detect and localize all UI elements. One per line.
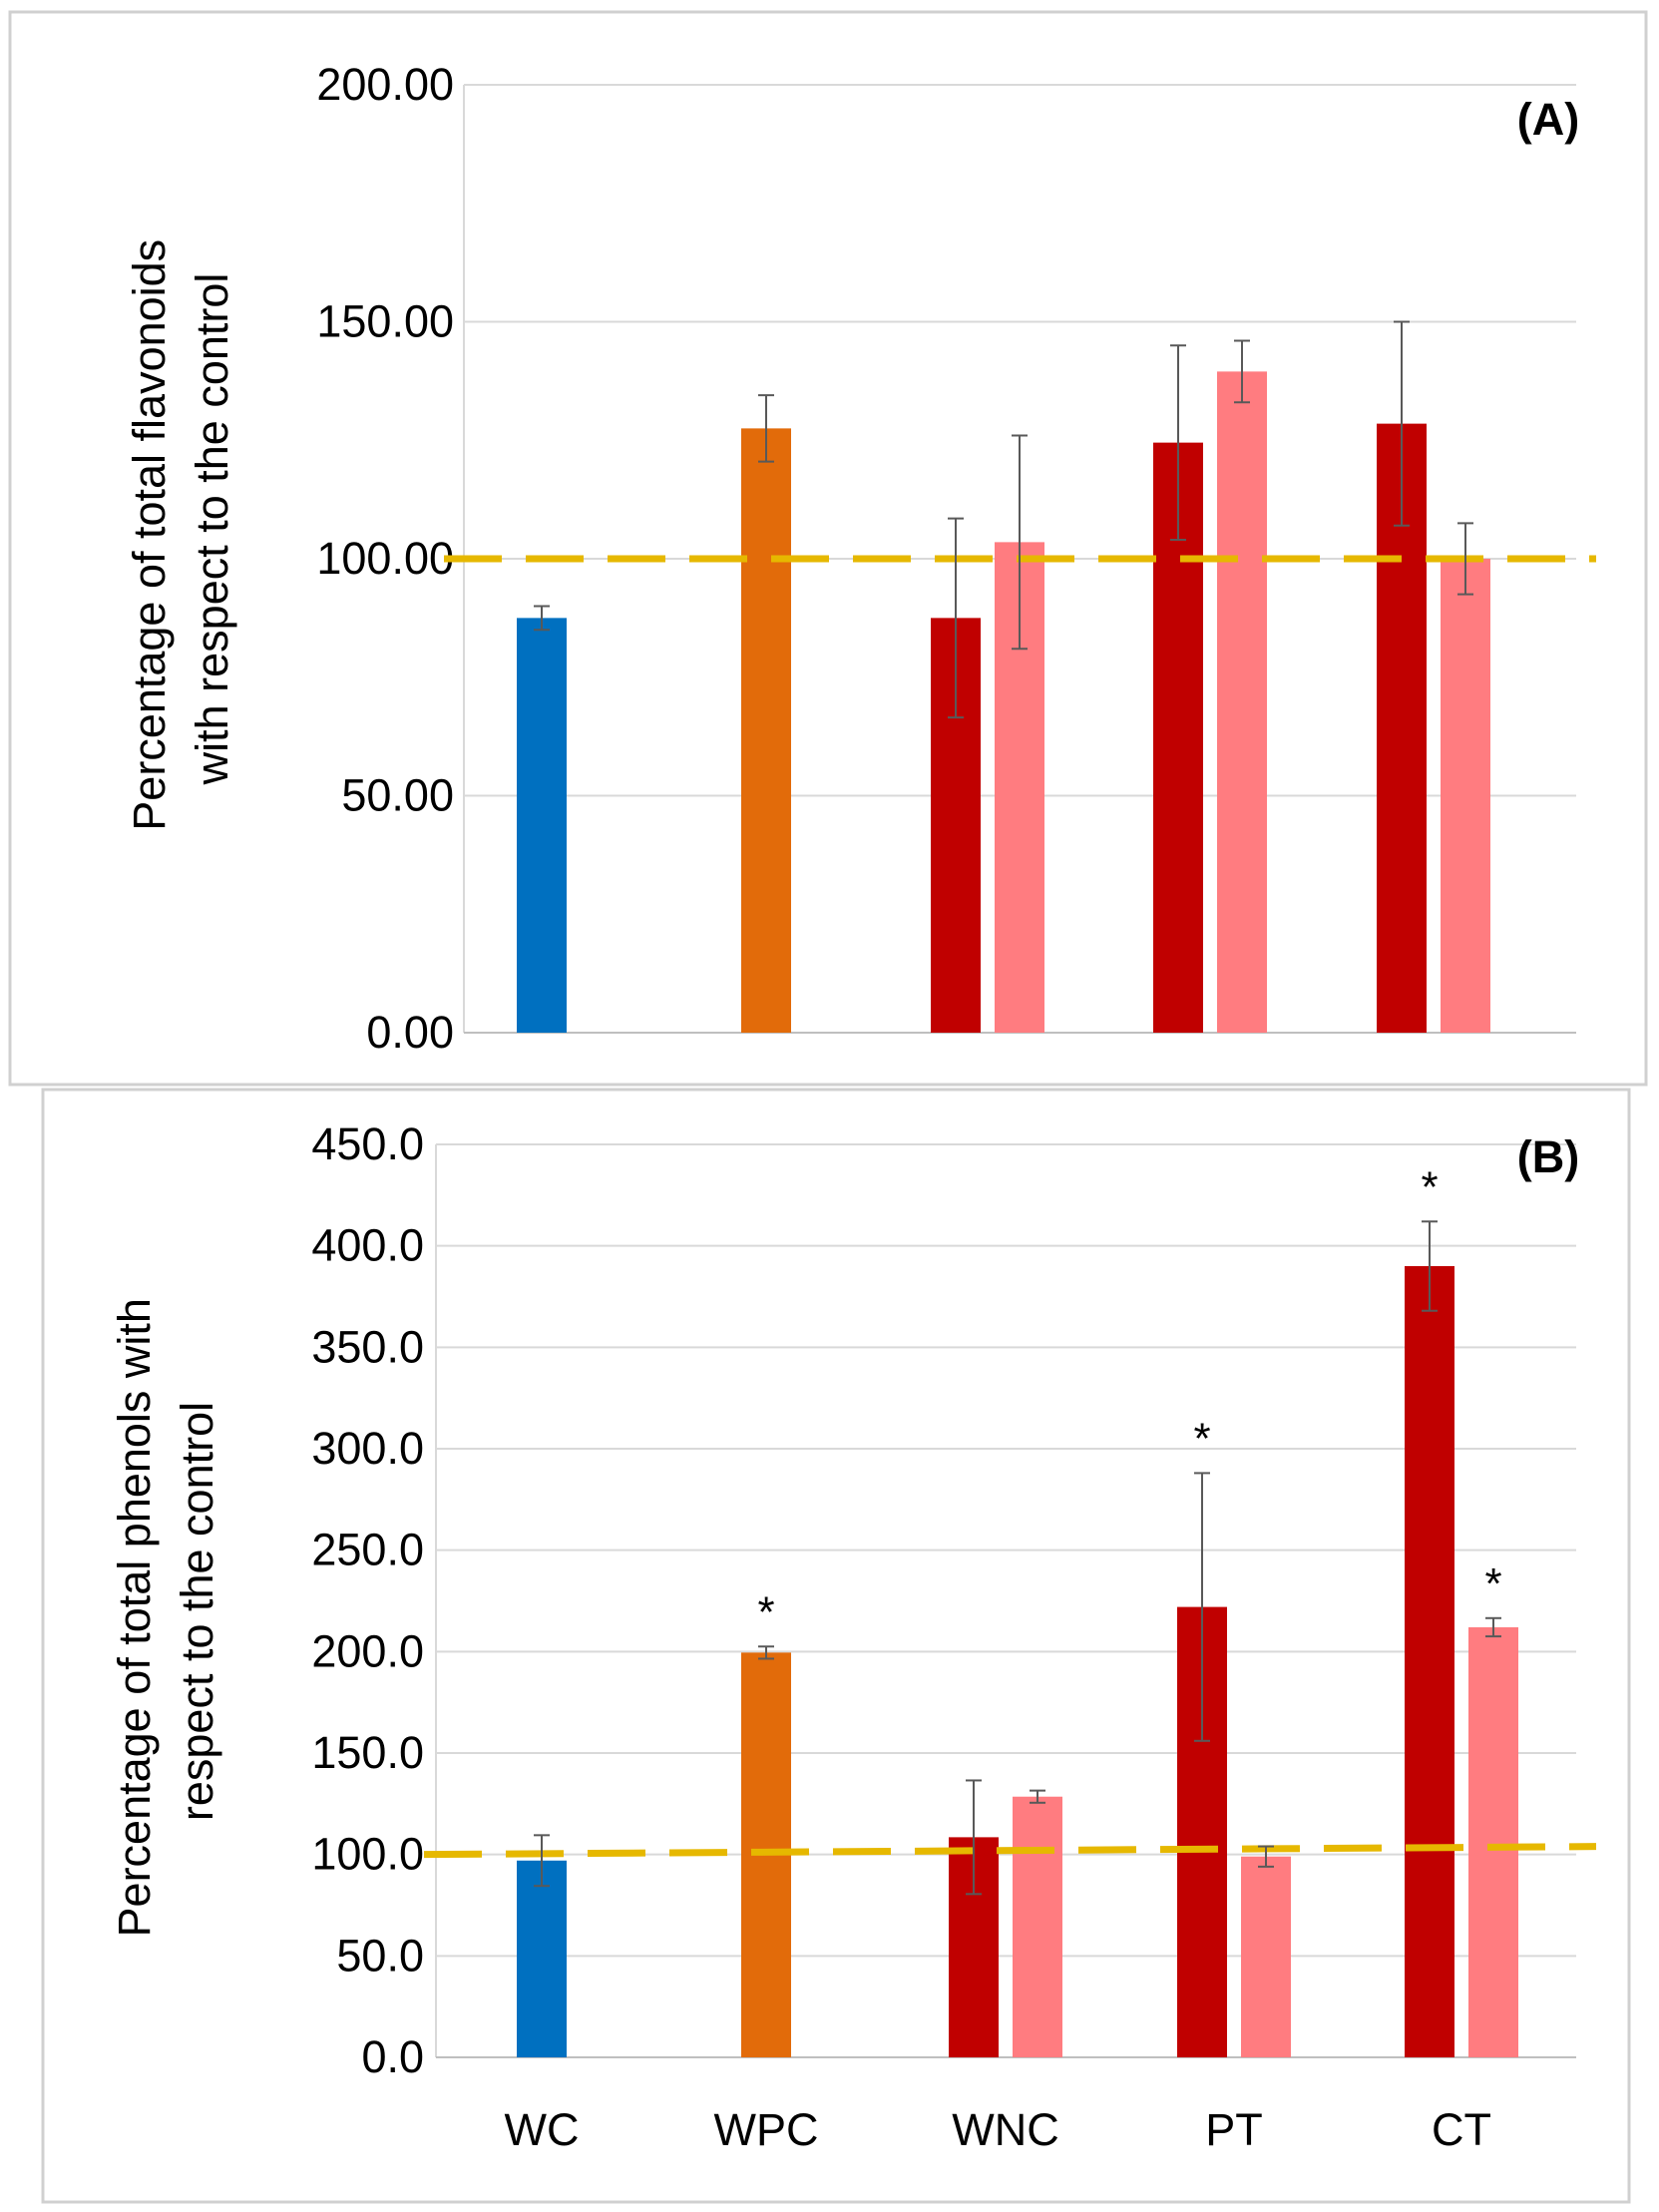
panel-b-label: (B) xyxy=(1517,1131,1579,1182)
bar-ct-light xyxy=(1468,1626,1518,2057)
y-tick-label: 50.0 xyxy=(336,1930,424,1981)
error-bar-pt xyxy=(1234,339,1250,404)
y-tick-label: 200.00 xyxy=(316,59,454,110)
x-category-label-pt: PT xyxy=(1205,2104,1263,2155)
y-tick-label: 50.00 xyxy=(341,770,454,821)
error-bar-wnc xyxy=(948,517,964,719)
panel-a-frame xyxy=(8,10,1648,1087)
y-tick-label: 100.0 xyxy=(311,1829,424,1880)
panel-a-y-ticks: 0.00 50.00 100.00 150.00 200.00 xyxy=(316,59,454,1058)
panel-b: 0.0 50.0 100.0 150.0 200.0 250.0 300.0 350.0 400… xyxy=(109,1118,1597,2155)
x-category-label-wnc: WNC xyxy=(952,2104,1058,2155)
error-bar-wc xyxy=(534,605,550,632)
y-tick-label: 0.0 xyxy=(361,2031,424,2082)
bar-ct-dark xyxy=(1405,1266,1454,2057)
panel-b-error-bars xyxy=(534,1220,1501,1896)
error-bar-ct xyxy=(1422,1220,1438,1312)
panel-b-y-axis-title-line-2: respect to the control xyxy=(172,1402,222,1821)
significance-asterisk: * xyxy=(757,1587,774,1636)
panel-a: 0.00 50.00 100.00 150.00 200.00 Percentage o… xyxy=(124,59,1596,1058)
y-tick-label: 400.0 xyxy=(311,1220,424,1271)
bar-pt-dark xyxy=(1153,442,1203,1033)
error-bar-pt xyxy=(1258,1845,1274,1868)
bar-pt-light xyxy=(1217,371,1267,1033)
bar-wc xyxy=(517,1860,567,2057)
panel-a-error-bars xyxy=(534,320,1473,719)
y-tick-label: 350.0 xyxy=(311,1321,424,1372)
panel-b-y-ticks: 0.0 50.0 100.0 150.0 200.0 250.0 300.0 350.0 400… xyxy=(311,1118,424,2082)
error-bar-wnc xyxy=(966,1779,982,1896)
panel-a-y-axis-title-line-1: Percentage of total flavonoids xyxy=(124,239,175,831)
error-bar-pt xyxy=(1170,344,1186,541)
error-bar-pt xyxy=(1194,1472,1210,1742)
panel-b-y-axis-title-line-1: Percentage of total phenols with xyxy=(109,1298,160,1937)
y-tick-label: 150.00 xyxy=(316,296,454,347)
error-bar-wc xyxy=(534,1834,550,1888)
panel-b-frame xyxy=(41,1088,1631,2204)
panel-b-y-axis-title: Percentage of total phenols with respect… xyxy=(109,1286,222,1938)
error-bar-ct xyxy=(1394,320,1410,527)
bar-wnc-light xyxy=(1013,1796,1062,2057)
significance-asterisk: * xyxy=(1193,1414,1210,1463)
panel-a-y-axis-title: Percentage of total flavonoids with resp… xyxy=(124,226,237,830)
significance-asterisk: * xyxy=(1421,1162,1438,1211)
x-category-label-wc: WC xyxy=(505,2104,580,2155)
y-tick-label: 300.0 xyxy=(311,1423,424,1474)
error-bar-ct xyxy=(1457,522,1473,596)
panel-b-bars xyxy=(517,1266,1518,2057)
y-tick-label: 200.0 xyxy=(311,1625,424,1676)
x-category-label-ct: CT xyxy=(1432,2104,1491,2155)
bar-wc xyxy=(517,618,567,1033)
reference-line-100 xyxy=(423,1843,1597,1859)
bar-wpc xyxy=(741,428,791,1033)
error-bar-wpc xyxy=(758,394,774,463)
significance-asterisk: * xyxy=(1484,1559,1501,1608)
y-tick-label: 150.0 xyxy=(311,1727,424,1778)
error-bar-wpc xyxy=(758,1645,774,1660)
y-tick-label: 250.0 xyxy=(311,1525,424,1575)
y-tick-label: 100.00 xyxy=(316,533,454,584)
panel-b-category-labels: WC WPC WNC PT CT xyxy=(505,2104,1491,2155)
y-tick-label: 0.00 xyxy=(366,1007,454,1058)
x-category-label-wpc: WPC xyxy=(714,2104,819,2155)
panel-a-label: (A) xyxy=(1517,94,1579,145)
error-bar-ct xyxy=(1485,1616,1501,1638)
panel-a-bars xyxy=(517,371,1490,1033)
panel-a-y-axis-title-line-2: with respect to the control xyxy=(187,273,237,786)
error-bar-wnc xyxy=(1012,434,1028,651)
error-bar-wnc xyxy=(1030,1789,1045,1804)
y-tick-label: 450.0 xyxy=(311,1118,424,1169)
panel-b-reference-line xyxy=(423,1843,1597,1859)
bar-ct-light xyxy=(1441,559,1490,1033)
panel-b-significance-marks: * * * * xyxy=(757,1162,1501,1636)
bar-pt-light xyxy=(1241,1856,1291,2057)
